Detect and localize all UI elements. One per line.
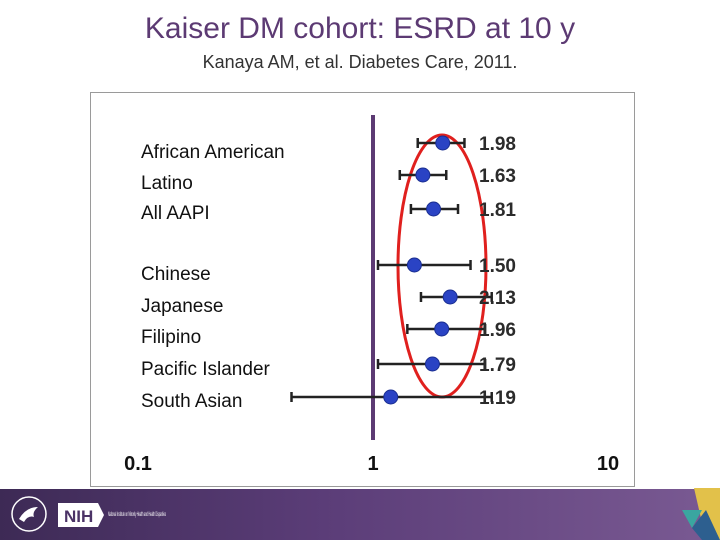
nih-logo-text: NIH	[64, 507, 93, 526]
corner-triangle-logo	[682, 488, 720, 540]
x-tick-label: 0.1	[124, 453, 152, 475]
citation-subtitle: Kanaya AM, et al. Diabetes Care, 2011.	[202, 52, 518, 72]
data-point	[434, 321, 450, 337]
data-point	[442, 289, 458, 305]
plot-frame	[90, 92, 635, 487]
data-point	[406, 257, 422, 273]
data-point	[383, 389, 399, 405]
data-point	[424, 356, 440, 372]
value-label: 1.50	[479, 256, 516, 277]
row-label-south-asian: South Asian	[141, 391, 243, 412]
row-label-latino: Latino	[141, 173, 193, 194]
page-title: Kaiser DM cohort: ESRD at 10 y	[144, 12, 576, 45]
x-tick-label: 1	[367, 453, 378, 475]
row-label-all-aapi: All AAPI	[141, 203, 210, 224]
row-label-chinese: Chinese	[141, 264, 211, 285]
row-label-african-american: African American	[141, 142, 285, 163]
value-label: 1.79	[479, 355, 516, 376]
value-label: 1.98	[479, 134, 516, 155]
value-label: 1.81	[479, 200, 516, 221]
value-label: 1.96	[479, 320, 516, 341]
value-label: 2.13	[479, 288, 516, 309]
value-label: 1.63	[479, 166, 516, 187]
row-label-filipino: Filipino	[141, 327, 202, 348]
hhs-eagle-icon	[11, 496, 47, 532]
x-tick-label: 10	[597, 453, 619, 475]
data-point	[415, 167, 431, 183]
data-point	[426, 201, 442, 217]
value-label: 1.19	[479, 388, 516, 409]
data-point	[435, 135, 451, 151]
nih-institute-text: National Institute on Minority Health an…	[108, 512, 166, 518]
row-label-japanese: Japanese	[141, 296, 224, 317]
nih-logo: NIH National Institute on Minority Healt…	[58, 503, 166, 527]
footer-bar: NIH National Institute on Minority Healt…	[0, 489, 720, 540]
row-label-pacific-islander: Pacific Islander	[141, 359, 270, 380]
